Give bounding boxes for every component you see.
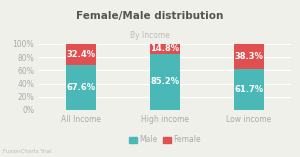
Text: 32.4%: 32.4% bbox=[66, 50, 96, 59]
Text: By Income: By Income bbox=[130, 31, 170, 40]
Bar bbox=[66, 65, 96, 110]
Text: 67.6%: 67.6% bbox=[66, 83, 96, 92]
Bar bbox=[66, 44, 96, 65]
Bar bbox=[150, 54, 180, 110]
Legend: Male, Female: Male, Female bbox=[126, 132, 204, 147]
Bar bbox=[234, 44, 264, 69]
Text: 85.2%: 85.2% bbox=[150, 77, 180, 86]
Text: Female/Male distribution: Female/Male distribution bbox=[76, 11, 224, 21]
Bar bbox=[234, 69, 264, 110]
Text: 14.8%: 14.8% bbox=[150, 44, 180, 53]
Text: 38.3%: 38.3% bbox=[235, 52, 263, 61]
Text: FusionCharts Trial: FusionCharts Trial bbox=[3, 149, 52, 154]
Text: 61.7%: 61.7% bbox=[234, 85, 264, 94]
Bar bbox=[150, 44, 180, 54]
